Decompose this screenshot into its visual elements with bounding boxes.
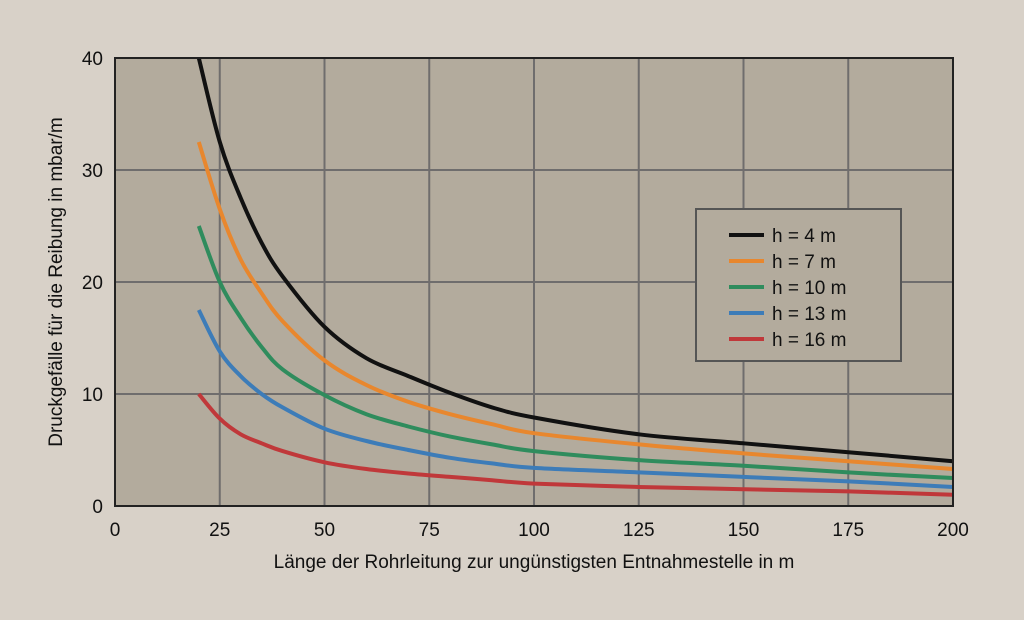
y-tick-label: 30 bbox=[82, 161, 103, 182]
legend-label: h = 10 m bbox=[772, 278, 846, 299]
series-line-5 bbox=[197, 392, 954, 497]
y-tick-label: 10 bbox=[82, 385, 103, 406]
legend-label: h = 7 m bbox=[772, 252, 836, 273]
x-tick-label: 125 bbox=[623, 520, 655, 541]
legend: h = 4 m h = 7 m h = 10 m h = 13 m h = 16 m bbox=[695, 208, 902, 362]
y-tick-labels: 0 10 20 30 40 bbox=[82, 49, 103, 518]
series-line-1 bbox=[196, 57, 954, 464]
series-lines bbox=[196, 57, 954, 497]
x-tick-label: 200 bbox=[937, 520, 969, 541]
x-tick-label: 75 bbox=[419, 520, 440, 541]
x-tick-labels: 0 25 50 75 100 125 150 175 200 bbox=[110, 520, 969, 541]
legend-items: h = 4 m h = 7 m h = 10 m h = 13 m h = 16 m bbox=[729, 226, 846, 351]
y-axis-title: Druckgefälle für die Reibung in mbar/m bbox=[46, 117, 67, 447]
y-tick-label: 40 bbox=[82, 49, 103, 70]
series-line-3 bbox=[196, 225, 954, 480]
legend-label: h = 16 m bbox=[772, 330, 846, 351]
plot-frame bbox=[114, 57, 954, 507]
x-tick-label: 150 bbox=[728, 520, 760, 541]
series-line-4 bbox=[197, 309, 954, 489]
x-tick-label: 50 bbox=[314, 520, 335, 541]
legend-label: h = 13 m bbox=[772, 304, 846, 325]
x-tick-label: 175 bbox=[832, 520, 864, 541]
legend-label: h = 4 m bbox=[772, 226, 836, 247]
x-tick-label: 0 bbox=[110, 520, 121, 541]
x-axis-title: Länge der Rohrleitung zur ungünstigsten … bbox=[274, 552, 795, 573]
y-tick-label: 0 bbox=[92, 497, 103, 518]
x-tick-label: 25 bbox=[209, 520, 230, 541]
series-line-2 bbox=[196, 141, 954, 471]
x-tick-label: 100 bbox=[518, 520, 550, 541]
y-tick-label: 20 bbox=[82, 273, 103, 294]
